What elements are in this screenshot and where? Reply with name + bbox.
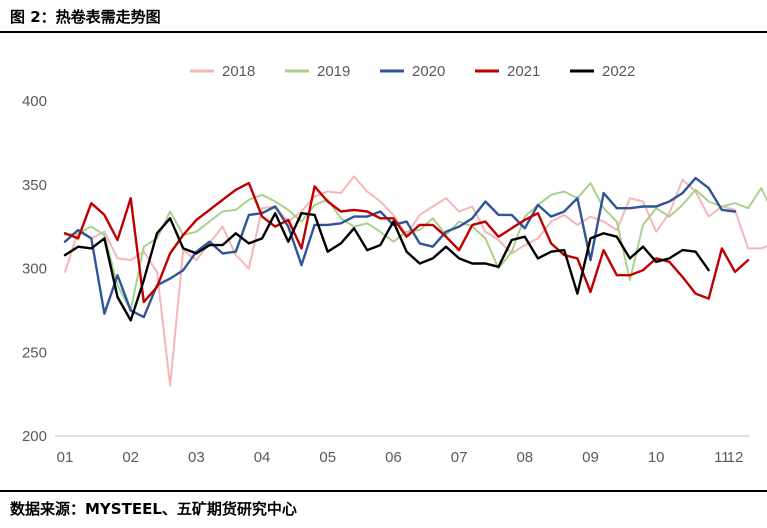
y-axis-ticks: 200 250 300 350 400	[22, 93, 47, 445]
legend-label: 2019	[317, 63, 350, 80]
source-note: 数据来源：MYSTEEL、五矿期货研究中心	[10, 500, 297, 518]
y-tick-label: 350	[22, 177, 47, 194]
x-tick-label: 12	[727, 449, 744, 466]
x-tick-label: 07	[451, 449, 468, 466]
series-lines	[63, 175, 767, 387]
y-tick-label: 400	[22, 93, 47, 110]
x-tick-label: 02	[122, 449, 139, 466]
series-line-2022	[63, 211, 710, 322]
x-tick-label: 11	[714, 449, 730, 466]
legend-label: 2020	[412, 63, 445, 80]
x-tick-label: 10	[648, 449, 665, 466]
x-tick-label: 08	[516, 449, 533, 466]
y-tick-label: 250	[22, 344, 47, 361]
x-tick-label: 09	[582, 449, 599, 466]
title-divider	[0, 31, 767, 33]
legend-label: 2021	[507, 63, 540, 80]
x-tick-label: 03	[188, 449, 205, 466]
chart-title: 图 2：热卷表需走势图	[10, 8, 161, 26]
x-tick-label: 06	[385, 449, 402, 466]
series-line-2020	[63, 176, 737, 319]
y-tick-label: 300	[22, 261, 47, 278]
series-line-2018	[64, 175, 767, 387]
legend-label: 2022	[602, 63, 635, 80]
series-line-2019	[64, 182, 767, 312]
y-tick-label: 200	[22, 428, 47, 445]
x-tick-label: 01	[57, 449, 74, 466]
x-tick-label: 05	[319, 449, 336, 466]
x-tick-label: 04	[254, 449, 271, 466]
series-line-2021	[63, 181, 750, 304]
source-divider	[0, 490, 767, 492]
legend-label: 2018	[222, 63, 255, 80]
legend: 2018 2019 2020 2021 2022	[190, 63, 635, 80]
